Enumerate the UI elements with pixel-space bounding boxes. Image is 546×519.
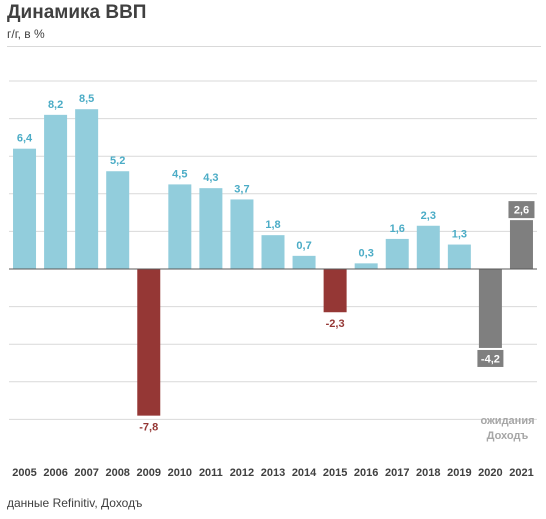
data-label-2007: 8,5 (79, 93, 94, 105)
x-tick-2014: 2014 (292, 467, 317, 479)
bar-2013 (261, 235, 285, 269)
bar-2009 (137, 269, 161, 416)
bar-2006 (44, 114, 68, 269)
data-label-2021: 2,6 (514, 205, 529, 217)
data-label-2017: 1,6 (390, 223, 405, 235)
bar-2016 (354, 263, 378, 269)
title-divider (7, 46, 541, 47)
bar-2018 (416, 225, 440, 269)
x-tick-2005: 2005 (12, 467, 36, 479)
source-note: данные Refinitiv, Доходъ (7, 496, 143, 510)
data-label-box-2021 (508, 201, 535, 219)
bar-2021 (509, 220, 533, 269)
data-label-2020: -4,2 (481, 353, 500, 365)
bar-2020 (478, 269, 502, 348)
x-tick-2016: 2016 (354, 467, 378, 479)
x-tick-2008: 2008 (105, 467, 129, 479)
bar-2012 (230, 199, 254, 269)
bar-2017 (385, 238, 409, 269)
data-label-box-2020 (477, 349, 504, 367)
chart-subtitle: г/г, в % (7, 27, 45, 41)
x-tick-2011: 2011 (199, 467, 223, 479)
forecast-note-line-2: Доходъ (487, 430, 529, 442)
x-tick-2018: 2018 (416, 467, 440, 479)
x-tick-2009: 2009 (137, 467, 161, 479)
x-tick-2015: 2015 (323, 467, 347, 479)
x-tick-2010: 2010 (168, 467, 192, 479)
data-label-2018: 2,3 (421, 210, 436, 222)
bar-2005 (13, 148, 37, 269)
data-label-2014: 0,7 (296, 240, 311, 252)
bar-2007 (75, 109, 99, 269)
x-tick-2006: 2006 (43, 467, 67, 479)
data-label-2006: 8,2 (48, 99, 63, 111)
bar-2014 (292, 255, 316, 269)
bar-2010 (168, 184, 192, 269)
chart-title: Динамика ВВП (7, 2, 147, 23)
data-label-2013: 1,8 (265, 219, 280, 231)
x-tick-2020: 2020 (478, 467, 502, 479)
bar-2008 (106, 171, 130, 269)
x-tick-2007: 2007 (74, 467, 98, 479)
bar-2015 (323, 269, 347, 313)
forecast-note-line-1: ожидания (480, 415, 534, 427)
data-label-2011: 4,3 (203, 172, 218, 184)
x-tick-2021: 2021 (509, 467, 533, 479)
data-label-2009: -7,8 (139, 422, 158, 434)
x-tick-2017: 2017 (385, 467, 409, 479)
bar-2011 (199, 188, 223, 269)
data-label-2016: 0,3 (359, 247, 374, 259)
bar-2019 (447, 244, 471, 269)
data-label-2019: 1,3 (452, 229, 467, 241)
data-label-2010: 4,5 (172, 168, 187, 180)
x-tick-2013: 2013 (261, 467, 285, 479)
data-label-2012: 3,7 (234, 183, 249, 195)
data-label-2015: -2,3 (326, 318, 345, 330)
data-label-2008: 5,2 (110, 155, 125, 167)
x-tick-2012: 2012 (230, 467, 254, 479)
x-tick-2019: 2019 (447, 467, 471, 479)
data-label-2005: 6,4 (17, 133, 33, 145)
